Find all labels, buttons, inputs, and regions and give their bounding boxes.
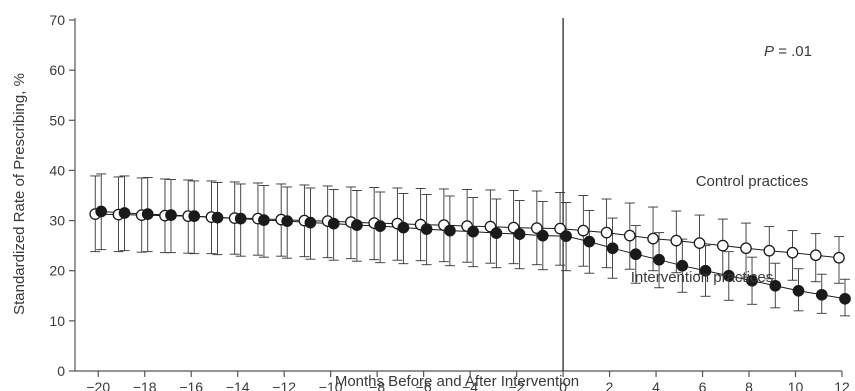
series-label-intervention: Intervention practices	[631, 269, 774, 286]
control-point	[716, 239, 729, 252]
x-tick-label: 10	[788, 379, 804, 391]
x-tick-label: −20	[86, 379, 110, 391]
intervention-point	[95, 205, 108, 218]
x-tick-label: 8	[745, 379, 753, 391]
x-tick-label: 6	[699, 379, 707, 391]
points	[89, 205, 851, 305]
control-point	[670, 234, 683, 247]
x-axis-label: Months Before and After Intervention	[335, 373, 579, 390]
intervention-point	[304, 216, 317, 229]
intervention-point	[165, 209, 177, 221]
p-value-number: = .01	[774, 43, 812, 60]
x-tick-label: −12	[272, 379, 296, 391]
x-tick-label: 0	[559, 379, 567, 391]
control-point	[647, 232, 659, 245]
control-point	[600, 226, 613, 239]
x-tick-label: 12	[834, 379, 850, 391]
intervention-point	[629, 248, 642, 261]
x-tick-label: −10	[319, 379, 343, 391]
error-bars	[90, 173, 850, 317]
control-point	[786, 246, 799, 259]
x-tick-label: 2	[606, 379, 614, 391]
y-tick-label: 30	[49, 213, 65, 229]
x-tick-label: −8	[369, 379, 385, 391]
x-tick-label: −2	[509, 379, 525, 391]
p-value-annotation: P = .01	[764, 43, 812, 60]
intervention-point	[397, 221, 410, 234]
control-point	[554, 222, 566, 235]
intervention-point	[769, 279, 782, 292]
intervention-point	[722, 269, 735, 282]
intervention-point	[258, 214, 270, 226]
control-point	[577, 224, 590, 237]
y-tick-label: 10	[49, 313, 65, 329]
intervention-point	[606, 242, 619, 255]
intervention-point	[815, 288, 828, 301]
control-point	[530, 222, 543, 234]
y-tick-label: 0	[57, 363, 65, 379]
intervention-point	[653, 253, 665, 266]
x-tick-label: −6	[416, 379, 432, 391]
intervention-point	[327, 217, 340, 230]
series-label-control: Control practices	[696, 173, 809, 190]
control-point	[833, 251, 845, 264]
control-point	[623, 229, 636, 242]
intervention-point	[467, 225, 479, 238]
intervention-point	[444, 224, 456, 237]
intervention-point	[420, 223, 433, 235]
y-tick-label: 60	[49, 62, 65, 78]
intervention-point	[211, 211, 224, 224]
y-tick-label: 20	[49, 263, 65, 279]
control-point	[809, 249, 822, 262]
labels: Standardized Rate of Prescribing, % Mont…	[11, 43, 812, 390]
intervention-point	[560, 230, 572, 242]
x-tick-label: −16	[179, 379, 203, 391]
intervention-point	[281, 215, 294, 227]
x-tick-label: −4	[462, 379, 478, 391]
intervention-point	[141, 208, 154, 220]
x-tick-label: −18	[133, 379, 157, 391]
intervention-point	[374, 220, 387, 232]
intervention-point	[188, 210, 201, 222]
y-tick-label: 50	[49, 112, 65, 128]
y-axis-label: Standardized Rate of Prescribing, %	[11, 73, 28, 315]
control-point	[693, 237, 706, 249]
intervention-point	[746, 274, 758, 287]
x-tick-label: −14	[226, 379, 250, 391]
intervention-point	[839, 292, 851, 305]
x-tick-label: 4	[652, 379, 660, 391]
control-point	[740, 242, 752, 255]
intervention-point	[583, 235, 596, 248]
p-value-letter: P	[764, 43, 774, 60]
intervention-point	[676, 259, 689, 272]
control-point	[763, 244, 776, 257]
intervention-point	[536, 229, 549, 242]
intervention-point	[351, 219, 363, 231]
intervention-point	[490, 227, 503, 239]
intervention-point	[699, 264, 712, 277]
y-tick-label: 40	[49, 162, 65, 178]
y-tick-label: 70	[49, 12, 65, 28]
intervention-point	[118, 207, 131, 219]
intervention-point	[792, 284, 805, 297]
intervention-point	[513, 228, 526, 240]
intervention-point	[234, 212, 247, 225]
